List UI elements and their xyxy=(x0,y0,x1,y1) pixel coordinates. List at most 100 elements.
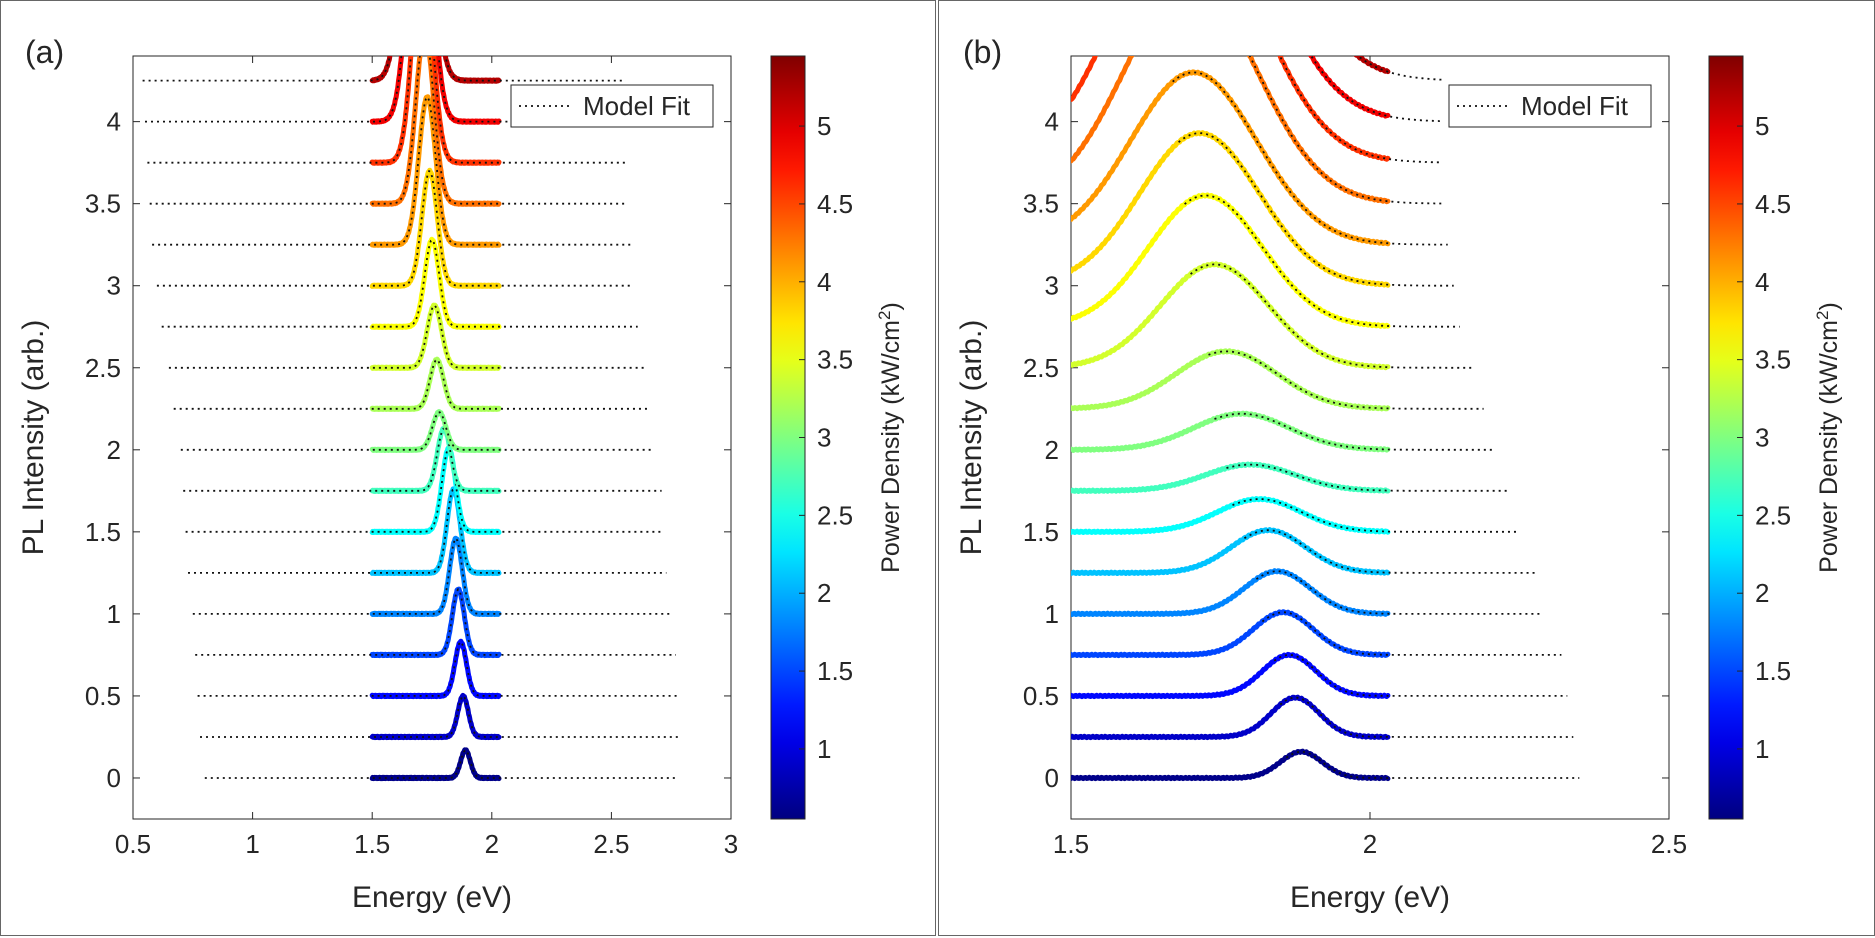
model-fit-5 xyxy=(188,488,667,574)
model-fit-7 xyxy=(1226,463,1508,492)
colorbar-tick-label-7: 4.5 xyxy=(1755,189,1791,219)
data-series-4 xyxy=(369,535,502,617)
x-tick-label-0: 1.5 xyxy=(1053,829,1089,859)
y-tick-label-2: 1 xyxy=(1045,599,1059,629)
model-fit-3 xyxy=(195,587,676,656)
model-fit-11 xyxy=(161,238,638,328)
x-tick-label-0: 0.5 xyxy=(115,829,151,859)
model-fit-15 xyxy=(147,56,626,164)
colorbar-tick-label-0: 1 xyxy=(1755,734,1769,764)
model-fit-16 xyxy=(1310,56,1442,122)
panel-b: 1.5 2 2.5 0 0.5 1 1.5 2 2.5 3 3.5 4 Energy (eV) PL In… xyxy=(938,0,1875,936)
model-fit-4 xyxy=(1255,570,1544,615)
data-series-7 xyxy=(1071,461,1391,494)
data-series-17 xyxy=(1353,56,1391,75)
data-series-2 xyxy=(369,638,502,700)
data-series-2 xyxy=(1071,651,1391,700)
panel-label: (b) xyxy=(963,34,1002,70)
y-tick-label-0: 0 xyxy=(1045,763,1059,793)
series-group xyxy=(142,56,679,782)
model-fit-0 xyxy=(1285,750,1580,779)
y-tick-label-7: 3.5 xyxy=(1023,189,1059,219)
colorbar-tick-label-0: 1 xyxy=(817,734,831,764)
colorbar-label-end: ) xyxy=(1815,302,1843,310)
model-fit-1 xyxy=(1279,696,1574,738)
x-tick-label-4: 2.5 xyxy=(593,829,629,859)
colorbar-tick-label-8: 5 xyxy=(1755,111,1769,141)
y-tick-label-6: 3 xyxy=(107,271,121,301)
model-fit-16 xyxy=(145,56,626,123)
model-fit-17 xyxy=(1356,56,1442,81)
colorbar-tick-label-4: 3 xyxy=(817,423,831,453)
model-fit-11 xyxy=(1184,194,1460,328)
colorbar-tick-label-5: 3.5 xyxy=(1755,345,1791,375)
model-fit-8 xyxy=(1214,412,1496,451)
data-series-12 xyxy=(369,167,502,289)
y-tick-label-2: 1 xyxy=(107,599,121,629)
data-series-11 xyxy=(1071,192,1391,329)
data-series-16 xyxy=(1308,56,1391,119)
panel-label: (a) xyxy=(25,34,64,70)
data-series-1 xyxy=(1071,694,1391,741)
x-tick-label-2: 1.5 xyxy=(354,829,390,859)
y-tick-label-1: 0.5 xyxy=(85,681,121,711)
model-fit-10 xyxy=(168,304,645,369)
x-tick-label-3: 2 xyxy=(485,829,499,859)
colorbar-tick-label-5: 3.5 xyxy=(817,345,853,375)
x-tick-label-1: 2 xyxy=(1363,829,1377,859)
colorbar-tick-label-8: 5 xyxy=(817,111,831,141)
colorbar-tick-label-2: 2 xyxy=(817,578,831,608)
data-series-11 xyxy=(369,236,502,330)
y-tick-label-5: 2.5 xyxy=(85,353,121,383)
data-series-0 xyxy=(369,747,502,782)
model-fit-13 xyxy=(1172,71,1448,246)
colorbar-label-sup: 2 xyxy=(875,311,894,320)
colorbar-label-main: Power Density (kW/cm xyxy=(1815,320,1843,573)
legend-label: Model Fit xyxy=(1521,91,1629,121)
model-fit-1 xyxy=(200,694,679,738)
model-fit-2 xyxy=(197,640,679,697)
y-tick-label-4: 2 xyxy=(1045,435,1059,465)
y-tick-label-8: 4 xyxy=(107,107,121,137)
x-axis-label: Energy (eV) xyxy=(352,881,512,914)
model-fit-9 xyxy=(1208,350,1484,410)
model-fit-0 xyxy=(204,748,679,779)
data-series-9 xyxy=(1071,348,1391,412)
data-series-17 xyxy=(369,56,502,84)
model-fit-8 xyxy=(180,411,655,451)
data-series-16 xyxy=(369,56,502,125)
model-fit-12 xyxy=(156,169,633,287)
y-tick-label-6: 3 xyxy=(1045,271,1059,301)
x-tick-label-5: 3 xyxy=(724,829,738,859)
y-tick-label-1: 0.5 xyxy=(1023,681,1059,711)
colorbar-label: Power Density (kW/cm2) xyxy=(1813,302,1844,573)
y-tick-label-8: 4 xyxy=(1045,107,1059,137)
data-series-14 xyxy=(369,56,502,207)
y-tick-label-0: 0 xyxy=(107,763,121,793)
panel-a: 0.5 1 1.5 2 2.5 3 0 0.5 1 1.5 2 2.5 3 3.5 4 Energy (eV)… xyxy=(0,0,936,936)
data-series-5 xyxy=(1071,527,1391,576)
x-tick-label-1: 1 xyxy=(245,829,259,859)
model-fit-6 xyxy=(185,446,664,533)
model-fit-3 xyxy=(1261,611,1562,656)
colorbar-tick-label-1: 1.5 xyxy=(817,656,853,686)
data-series-0 xyxy=(1071,748,1391,782)
y-tick-label-7: 3.5 xyxy=(85,189,121,219)
data-series-1 xyxy=(369,692,502,741)
y-tick-label-3: 1.5 xyxy=(85,517,121,547)
model-fit-7 xyxy=(183,427,662,492)
y-tick-label-4: 2 xyxy=(107,435,121,465)
y-axis-label: PL Intensity (arb.) xyxy=(955,320,988,556)
colorbar-label-main: Power Density (kW/cm xyxy=(877,320,905,573)
data-series-8 xyxy=(369,409,502,453)
legend-label: Model Fit xyxy=(583,91,691,121)
colorbar-tick-label-3: 2.5 xyxy=(1755,500,1791,530)
x-axis-label: Energy (eV) xyxy=(1290,881,1450,914)
model-fit-15 xyxy=(1278,56,1442,164)
model-fit-9 xyxy=(173,358,650,410)
data-series-6 xyxy=(369,445,502,535)
data-series-3 xyxy=(1071,609,1391,659)
colorbar-tick-label-7: 4.5 xyxy=(817,189,853,219)
colorbar-label-sup: 2 xyxy=(1813,311,1832,320)
data-series-10 xyxy=(1071,261,1391,371)
